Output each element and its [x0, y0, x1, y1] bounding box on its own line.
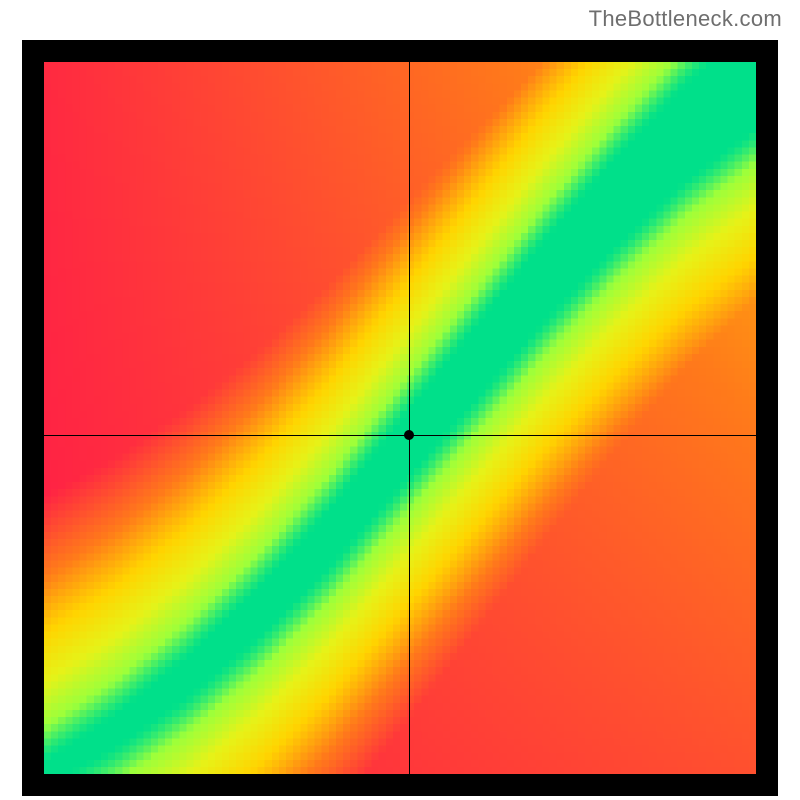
crosshair-horizontal [44, 435, 756, 436]
crosshair-marker-dot [404, 430, 414, 440]
crosshair-vertical [409, 62, 410, 774]
watermark-text: TheBottleneck.com [589, 6, 782, 32]
plot-outer-border [22, 40, 778, 796]
bottleneck-heatmap [44, 62, 756, 774]
